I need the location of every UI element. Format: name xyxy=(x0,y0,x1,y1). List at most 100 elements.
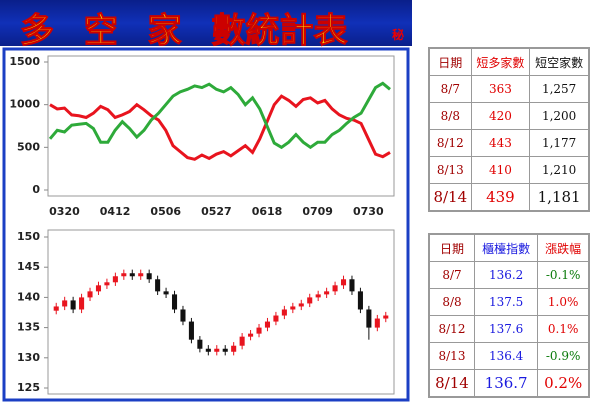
candle-body xyxy=(222,348,228,352)
candle-body xyxy=(248,333,254,337)
table-cell: 443 xyxy=(470,129,531,157)
table-row: 8/12 137.6 0.1% xyxy=(428,315,590,343)
candle-body xyxy=(307,297,313,304)
table-cell: 136.4 xyxy=(473,342,539,370)
candle-body xyxy=(357,291,363,310)
table-cell: 短多家數 xyxy=(470,47,531,76)
table-cell: 8/8 xyxy=(428,288,475,316)
y-tick-label: 130 xyxy=(17,351,40,364)
table-cell: 8/14 xyxy=(428,369,475,398)
table-cell: 363 xyxy=(470,75,531,103)
y-tick-label: 135 xyxy=(17,321,40,334)
table-row: 8/8 420 1,200 xyxy=(428,102,590,130)
badge: 秘 xyxy=(392,28,405,42)
table: 日期 短多家數 短空家數 8/7 363 1,257 8/8 420 1,200 8/12 443 1… xyxy=(428,47,590,212)
candle-body xyxy=(121,273,127,277)
x-tick-label: 0320 xyxy=(49,205,80,218)
line-series xyxy=(49,94,391,161)
x-tick-label: 0527 xyxy=(201,205,232,218)
candle-body xyxy=(366,309,372,328)
table-cell: 0.1% xyxy=(537,315,590,343)
table-cell: 1,177 xyxy=(529,129,590,157)
table-row: 8/12 443 1,177 xyxy=(428,129,590,157)
table-cell: -0.9% xyxy=(537,342,590,370)
table-cell: 136.7 xyxy=(473,369,539,398)
table-cell: 日期 xyxy=(428,47,472,76)
table-row: 8/8 137.5 1.0% xyxy=(428,288,590,316)
y-tick-label: 500 xyxy=(17,140,40,153)
candle-body xyxy=(324,291,330,295)
table-cell: 8/7 xyxy=(428,261,475,289)
candle-body xyxy=(171,294,178,310)
table-cell: 1,257 xyxy=(529,75,590,103)
chart-frame xyxy=(2,47,410,402)
table-cell: 1,210 xyxy=(529,156,590,184)
candle-body xyxy=(374,318,380,328)
candle-body xyxy=(138,273,144,277)
candle-body xyxy=(349,279,355,292)
candle-body xyxy=(197,339,203,349)
y-tick-label: 150 xyxy=(17,230,40,243)
table-cell: 8/13 xyxy=(428,156,472,184)
table-row: 8/13 410 1,210 xyxy=(428,156,590,184)
y-tick-label: 0 xyxy=(32,183,40,196)
table-cell: 8/13 xyxy=(428,342,475,370)
candle-body xyxy=(87,291,93,298)
y-tick-label: 1000 xyxy=(9,98,40,111)
banner: 多 空 家 數統計表 秘 xyxy=(0,0,412,52)
table-cell: 8/12 xyxy=(428,315,475,343)
table-cell: 8/14 xyxy=(428,183,472,212)
charts: 0 500 1000 1500 0320 0412 0506 0527 0618 0709 0730… xyxy=(2,47,410,402)
candle-body xyxy=(146,273,152,280)
candle-body xyxy=(95,285,102,292)
candle-body xyxy=(315,294,321,298)
table-cell: 137.6 xyxy=(473,315,539,343)
table-cell: 1.0% xyxy=(537,288,590,316)
candle-body xyxy=(79,297,85,310)
table-cell: 410 xyxy=(470,156,531,184)
y-tick-label: 125 xyxy=(17,381,40,394)
table-cell: 漲跌幅 xyxy=(537,233,590,262)
x-tick-label: 0709 xyxy=(302,205,333,218)
table-cell: 1,181 xyxy=(529,183,590,212)
candle-body xyxy=(273,315,279,322)
x-tick-label: 0412 xyxy=(100,205,131,218)
candle-body xyxy=(163,291,169,295)
candle-body xyxy=(256,327,262,334)
table-row: 8/14 136.7 0.2% xyxy=(428,369,590,398)
table-cell: 0.2% xyxy=(537,369,590,398)
y-tick-label: 1500 xyxy=(9,55,40,68)
plot-frame xyxy=(47,229,395,395)
candle-body xyxy=(264,321,271,328)
x-tick-label: 0730 xyxy=(353,205,384,218)
title: 多 空 家 數統計表 xyxy=(20,11,349,52)
candle-body xyxy=(340,279,347,286)
table-cell: 8/8 xyxy=(428,102,472,130)
table-cell: 420 xyxy=(470,102,531,130)
table-cell: 8/7 xyxy=(428,75,472,103)
candle-body xyxy=(129,273,135,277)
x-tick-label: 0618 xyxy=(252,205,283,218)
table-cell: 日期 xyxy=(428,233,475,262)
table-row: 日期 櫃檯指數 漲跌幅 xyxy=(428,233,590,262)
plot-frame xyxy=(47,55,395,197)
table-row: 8/7 136.2 -0.1% xyxy=(428,261,590,289)
table-cell: -0.1% xyxy=(537,261,590,289)
candle-body xyxy=(290,306,296,310)
table-cell: 櫃檯指數 xyxy=(473,233,539,262)
candle-body xyxy=(383,315,389,319)
candle-body xyxy=(53,306,59,311)
table-cell: 137.5 xyxy=(473,288,539,316)
candle-body xyxy=(298,303,304,307)
table-cell: 1,200 xyxy=(529,102,590,130)
table-cell: 439 xyxy=(470,183,531,212)
table-row: 8/14 439 1,181 xyxy=(428,183,590,212)
candle-body xyxy=(332,285,338,292)
candle-body xyxy=(231,345,237,352)
line-series xyxy=(48,81,391,150)
candle-body xyxy=(180,309,186,322)
table-row: 8/7 363 1,257 xyxy=(428,75,590,103)
y-tick-label: 140 xyxy=(17,290,40,303)
candle-body xyxy=(239,336,245,346)
